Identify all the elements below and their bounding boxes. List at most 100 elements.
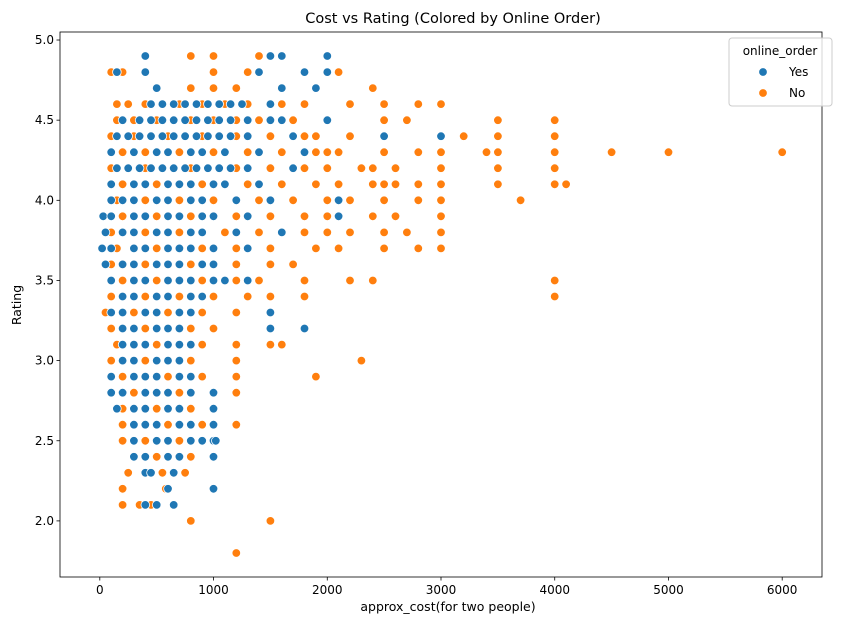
point-no xyxy=(436,179,446,190)
point-no xyxy=(288,115,298,125)
point-yes xyxy=(157,131,168,141)
point-no xyxy=(117,500,128,510)
point-no xyxy=(277,147,287,157)
point-no xyxy=(231,83,242,93)
point-no xyxy=(106,323,116,334)
point-yes xyxy=(129,179,139,190)
point-no xyxy=(151,211,162,222)
data-points xyxy=(97,51,787,558)
point-yes xyxy=(117,323,128,334)
point-yes xyxy=(117,355,128,366)
point-no xyxy=(208,291,219,302)
point-yes xyxy=(197,259,207,270)
point-no xyxy=(208,147,219,157)
point-yes xyxy=(163,195,173,206)
point-no xyxy=(151,243,162,254)
point-yes xyxy=(151,436,162,446)
axes: 0 1000 2000 3000 4000 5000 6000 2.0 2.5 3.0 3.5 4.0… xyxy=(35,31,823,597)
point-yes xyxy=(186,195,196,206)
point-yes xyxy=(186,291,196,302)
point-yes xyxy=(123,131,133,141)
point-yes xyxy=(140,339,151,350)
point-yes xyxy=(129,323,139,334)
point-no xyxy=(436,147,446,157)
point-yes xyxy=(106,243,116,254)
point-yes xyxy=(117,227,128,238)
point-yes xyxy=(436,131,446,141)
point-yes xyxy=(129,420,139,430)
point-no xyxy=(299,291,310,302)
point-yes xyxy=(203,163,213,173)
point-no xyxy=(151,179,162,190)
point-yes xyxy=(163,484,173,494)
point-yes xyxy=(197,227,207,238)
point-no xyxy=(186,355,196,366)
point-no xyxy=(208,67,219,77)
x-tick-label: 4000 xyxy=(539,583,570,597)
point-yes xyxy=(225,115,236,125)
point-yes xyxy=(163,147,173,157)
point-yes xyxy=(140,420,151,430)
point-yes xyxy=(180,131,190,141)
point-yes xyxy=(186,243,196,254)
point-no xyxy=(231,259,242,270)
point-yes xyxy=(277,227,287,238)
point-yes xyxy=(117,388,128,398)
point-yes xyxy=(277,115,287,125)
point-yes xyxy=(208,179,219,190)
point-no xyxy=(413,179,424,190)
point-yes xyxy=(151,323,162,334)
point-yes xyxy=(225,131,236,141)
point-yes xyxy=(151,195,162,206)
point-yes xyxy=(151,420,162,430)
point-yes xyxy=(129,291,139,302)
point-no xyxy=(550,147,560,157)
point-yes xyxy=(151,147,162,157)
point-yes xyxy=(129,275,139,286)
point-no xyxy=(197,307,207,318)
point-yes xyxy=(379,131,389,141)
point-no xyxy=(299,163,310,173)
point-no xyxy=(265,163,276,173)
point-no xyxy=(231,243,242,254)
point-yes xyxy=(140,51,151,61)
point-yes xyxy=(265,51,276,61)
point-yes xyxy=(106,275,116,286)
point-yes xyxy=(163,291,173,302)
point-yes xyxy=(186,275,196,286)
x-tick-label: 0 xyxy=(96,583,104,597)
point-no xyxy=(493,115,503,125)
y-tick-label: 4.5 xyxy=(35,113,54,127)
point-yes xyxy=(203,99,213,109)
point-no xyxy=(254,115,264,125)
point-yes xyxy=(151,307,162,318)
point-yes xyxy=(254,179,264,190)
point-yes xyxy=(203,115,213,125)
point-yes xyxy=(180,115,190,125)
point-no xyxy=(368,179,378,190)
point-yes xyxy=(231,227,242,238)
point-no xyxy=(277,339,287,350)
point-no xyxy=(265,243,276,254)
point-yes xyxy=(208,243,219,254)
point-yes xyxy=(208,259,219,270)
point-no xyxy=(117,275,128,286)
point-no xyxy=(186,323,196,334)
point-yes xyxy=(117,291,128,302)
point-no xyxy=(140,147,151,157)
point-no xyxy=(129,388,139,398)
point-no xyxy=(333,147,344,157)
point-yes xyxy=(197,436,207,446)
point-yes xyxy=(140,307,151,318)
point-yes xyxy=(100,259,111,270)
point-no xyxy=(265,516,276,526)
point-no xyxy=(231,371,242,382)
point-no xyxy=(117,436,128,446)
point-yes xyxy=(98,211,108,222)
point-no xyxy=(265,259,276,270)
x-tick-label: 3000 xyxy=(426,583,457,597)
point-yes xyxy=(254,147,264,157)
point-yes xyxy=(117,259,128,270)
point-yes xyxy=(174,323,185,334)
point-yes xyxy=(265,195,276,206)
